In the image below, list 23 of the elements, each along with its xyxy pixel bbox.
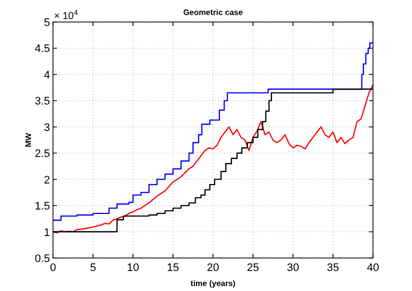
y-tick-label: 2 xyxy=(44,174,50,186)
x-tick-label: 20 xyxy=(206,262,220,274)
y-tick-label: 1.5 xyxy=(34,200,50,213)
annotation: × 10$^{4}$ xyxy=(54,8,78,22)
x-tick-label: 15 xyxy=(166,262,180,274)
y-tick-label: 2.5 xyxy=(34,148,50,160)
y-tick-label: 4 xyxy=(44,69,50,82)
y-tick-label: 3.5 xyxy=(34,96,50,108)
x-axis-title: time (years) xyxy=(190,279,236,288)
chart-title: Geometric case xyxy=(183,8,244,17)
x-tick-label: 30 xyxy=(286,262,300,274)
x-tick-label: 10 xyxy=(126,262,140,274)
x-tick-label: 0 xyxy=(50,262,56,274)
y-tick-label: 0.5 xyxy=(34,253,50,265)
x-tick-label: 25 xyxy=(246,262,260,274)
x-tick-label: 5 xyxy=(90,262,96,274)
x-tick-label: 40 xyxy=(366,262,380,274)
y-tick-label: 4.5 xyxy=(34,43,50,56)
y-tick-label: 3 xyxy=(44,122,50,134)
y-tick-label: 1 xyxy=(44,226,50,239)
y-axis-title: MW xyxy=(24,132,33,148)
y-tick-label: 5 xyxy=(44,17,50,29)
x-tick-label: 35 xyxy=(326,262,340,274)
